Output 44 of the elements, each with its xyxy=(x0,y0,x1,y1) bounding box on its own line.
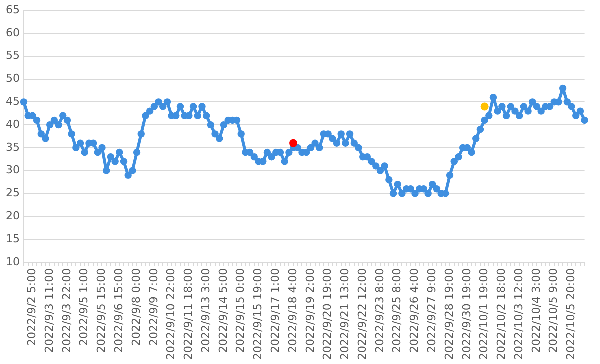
x-tick-label: 2022/10/1 19:00 xyxy=(478,268,491,360)
x-tick-label: 2022/9/25 8:00 xyxy=(390,268,404,354)
x-tick-label: 2022/9/28 19:00 xyxy=(442,268,456,360)
x-tick-label: 2022/9/15 19:00 xyxy=(252,268,265,360)
x-tick-label: 2022/9/3 22:00 xyxy=(60,268,74,354)
y-tick-label: 50 xyxy=(6,72,20,86)
y-tick-label: 60 xyxy=(6,26,20,40)
x-tick-label: 2022/9/18 4:00 xyxy=(286,268,300,354)
y-tick-label: 25 xyxy=(6,186,20,200)
x-tick-label: 2022/9/3 11:00 xyxy=(42,268,56,354)
y-tick-label: 15 xyxy=(6,232,20,246)
x-tick-label: 2022/9/30 19:00 xyxy=(460,268,474,360)
x-tick-label: 2022/10/5 20:00 xyxy=(564,268,578,360)
x-tick-label: 2022/9/8 0:00 xyxy=(130,268,143,346)
x-tick-label: 2022/10/3 12:00 xyxy=(512,268,526,360)
x-tick-label: 2022/9/10 22:00 xyxy=(164,268,178,360)
x-tick-label: 2022/10/4 3:00 xyxy=(530,268,543,354)
x-tick-label: 2022/10/2 18:00 xyxy=(495,268,508,360)
x-tick-label: 2022/9/14 5:00 xyxy=(216,268,230,354)
y-tick-label: 35 xyxy=(6,140,20,154)
x-tick-label: 2022/9/26 4:00 xyxy=(408,268,422,354)
x-tick-label: 2022/10/5 9:00 xyxy=(547,268,560,354)
y-tick-label: 45 xyxy=(6,95,20,108)
y-tick-label: 55 xyxy=(6,49,20,62)
y-tick-label: 65 xyxy=(6,3,20,16)
x-tick-label: 2022/9/23 8:00 xyxy=(373,268,386,354)
x-tick-label: 2022/9/2 5:00 xyxy=(26,268,39,346)
x-tick-label: 2022/9/9 7:00 xyxy=(147,268,160,346)
x-tick-label: 2022/9/22 12:00 xyxy=(356,268,369,360)
x-tick-label: 2022/9/21 13:00 xyxy=(338,268,352,360)
x-tick-label: 2022/9/6 15:00 xyxy=(112,268,126,354)
x-tick-label: 2022/9/5 1:00 xyxy=(78,268,91,346)
x-tick-label: 2022/9/13 3:00 xyxy=(199,268,212,354)
x-tick-label: 2022/9/5 15:00 xyxy=(95,268,108,354)
y-tick-label: 40 xyxy=(6,118,20,131)
y-tick-label: 10 xyxy=(6,255,20,268)
x-tick-label: 2022/9/15 0:00 xyxy=(234,268,248,354)
y-tick-label: 20 xyxy=(6,209,20,222)
y-tick-label: 30 xyxy=(6,164,20,177)
x-tick-label: 2022/9/17 1:00 xyxy=(269,268,282,354)
x-tick-label: 2022/9/19 2:00 xyxy=(304,268,317,354)
x-tick-label: 2022/9/20 19:00 xyxy=(321,268,334,360)
x-tick-label: 2022/9/27 9:00 xyxy=(426,268,439,354)
x-tick-label: 2022/9/11 18:00 xyxy=(182,268,196,360)
